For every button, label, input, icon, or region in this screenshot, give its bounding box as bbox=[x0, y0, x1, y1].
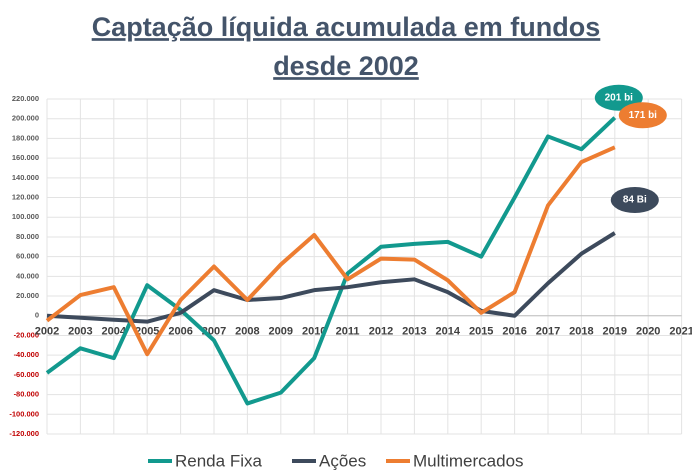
y-tick-label: -60.000 bbox=[14, 370, 39, 379]
data-label-bubble bbox=[610, 187, 659, 213]
x-tick-label: 2006 bbox=[168, 326, 192, 338]
legend-label: Ações bbox=[319, 451, 366, 470]
legend-label: Renda Fixa bbox=[175, 451, 262, 470]
y-tick-label: -100.000 bbox=[9, 409, 39, 418]
y-tick-label: -120.000 bbox=[9, 429, 39, 438]
x-tick-label: 2015 bbox=[469, 326, 493, 338]
y-tick-label: 40.000 bbox=[16, 271, 39, 280]
line-series bbox=[45, 145, 616, 357]
data-label: 84 Bi bbox=[623, 195, 647, 206]
x-tick-label: 2013 bbox=[402, 326, 426, 338]
legend-label: Multimercados bbox=[413, 451, 524, 470]
y-tick-label: -20.000 bbox=[14, 330, 39, 339]
y-tick-label: -80.000 bbox=[14, 390, 39, 399]
x-tick-label: 2020 bbox=[636, 326, 660, 338]
x-tick-label: 2012 bbox=[369, 326, 393, 338]
y-tick-label: 180.000 bbox=[12, 133, 39, 142]
x-tick-label: 2017 bbox=[536, 326, 560, 338]
chart-title: Captação líquida acumulada em fundos bbox=[92, 12, 601, 42]
y-tick-label: 140.000 bbox=[12, 173, 39, 182]
x-tick-label: 2021 bbox=[669, 326, 692, 338]
x-tick-label: 2008 bbox=[235, 326, 259, 338]
x-tick-label: 2011 bbox=[336, 326, 360, 338]
line-series bbox=[45, 116, 617, 406]
x-tick-label: 2003 bbox=[68, 326, 92, 338]
y-tick-label: 80.000 bbox=[16, 232, 39, 241]
y-tick-label: 100.000 bbox=[12, 212, 39, 221]
y-tick-label: 200.000 bbox=[12, 114, 39, 123]
x-tick-label: 2016 bbox=[502, 326, 526, 338]
x-tick-label: 2014 bbox=[436, 326, 461, 338]
line-series bbox=[46, 231, 616, 324]
y-tick-label: 220.000 bbox=[12, 94, 39, 103]
x-tick-label: 2009 bbox=[269, 326, 293, 338]
y-tick-label: 60.000 bbox=[16, 252, 39, 261]
data-label: 201 bi bbox=[605, 92, 634, 103]
x-tick-label: 2002 bbox=[35, 326, 59, 338]
y-tick-label: -40.000 bbox=[14, 350, 39, 359]
x-tick-label: 2004 bbox=[102, 326, 127, 338]
y-tick-label: 160.000 bbox=[12, 153, 39, 162]
x-tick-label: 2019 bbox=[603, 326, 627, 338]
x-tick-label: 2005 bbox=[135, 326, 159, 338]
y-tick-label: 20.000 bbox=[16, 291, 39, 300]
data-label: 171 bi bbox=[629, 110, 658, 121]
y-tick-label: 0 bbox=[35, 311, 39, 320]
x-tick-label: 2018 bbox=[569, 326, 593, 338]
y-tick-label: 120.000 bbox=[12, 193, 39, 202]
x-tick-label: 2010 bbox=[302, 326, 326, 338]
chart-title: desde 2002 bbox=[273, 51, 419, 81]
data-label-bubble bbox=[618, 102, 667, 129]
